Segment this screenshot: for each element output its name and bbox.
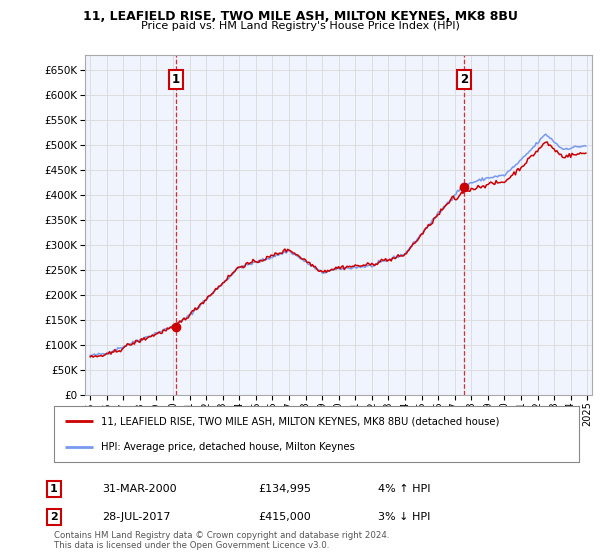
Text: 1: 1 — [172, 73, 180, 86]
Text: 4% ↑ HPI: 4% ↑ HPI — [378, 484, 431, 494]
Text: Price paid vs. HM Land Registry's House Price Index (HPI): Price paid vs. HM Land Registry's House … — [140, 21, 460, 31]
Text: 1: 1 — [50, 484, 58, 494]
Text: 28-JUL-2017: 28-JUL-2017 — [102, 512, 170, 522]
Text: 2: 2 — [50, 512, 58, 522]
Text: Contains HM Land Registry data © Crown copyright and database right 2024.
This d: Contains HM Land Registry data © Crown c… — [54, 530, 389, 550]
Text: 2: 2 — [460, 73, 469, 86]
Text: HPI: Average price, detached house, Milton Keynes: HPI: Average price, detached house, Milt… — [101, 442, 355, 452]
Text: 31-MAR-2000: 31-MAR-2000 — [102, 484, 176, 494]
Text: 3% ↓ HPI: 3% ↓ HPI — [378, 512, 430, 522]
Text: £134,995: £134,995 — [258, 484, 311, 494]
Text: 11, LEAFIELD RISE, TWO MILE ASH, MILTON KEYNES, MK8 8BU (detached house): 11, LEAFIELD RISE, TWO MILE ASH, MILTON … — [101, 416, 500, 426]
Text: £415,000: £415,000 — [258, 512, 311, 522]
Text: 11, LEAFIELD RISE, TWO MILE ASH, MILTON KEYNES, MK8 8BU: 11, LEAFIELD RISE, TWO MILE ASH, MILTON … — [83, 10, 517, 23]
